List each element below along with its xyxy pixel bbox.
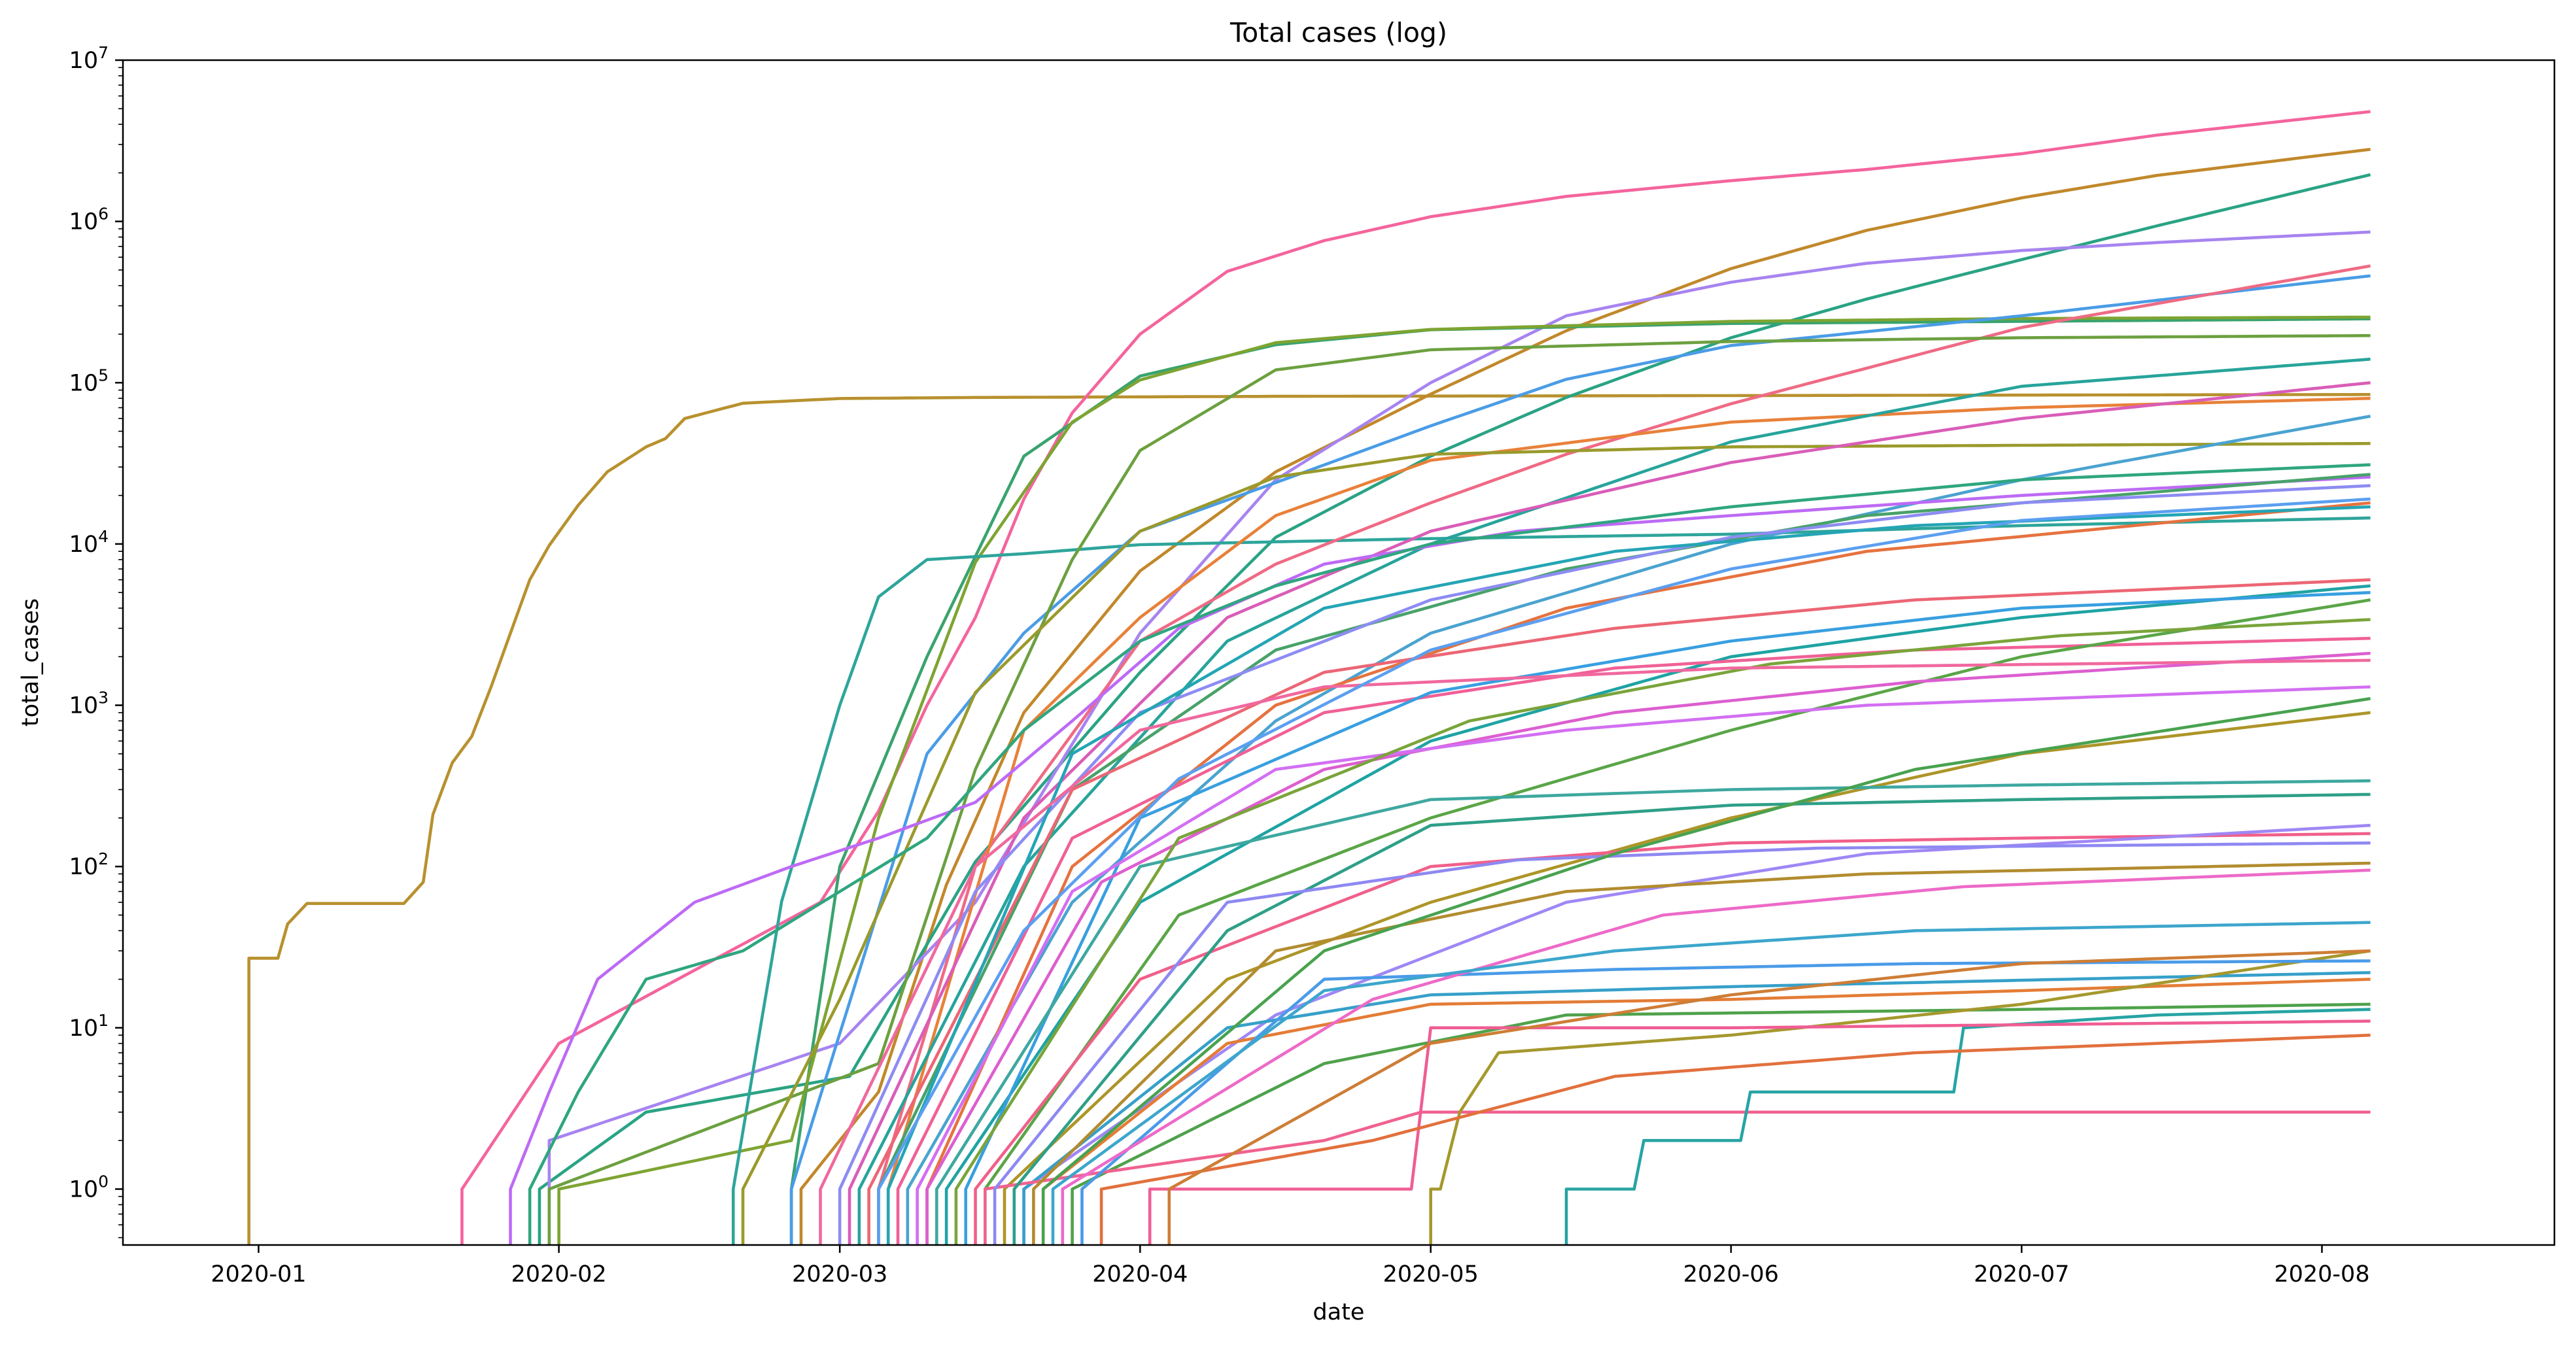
- series-line-43: [867, 578, 2371, 1245]
- y-tick-label-2: 102: [69, 849, 109, 880]
- plot-area-frame: [122, 59, 2556, 1246]
- series-line-22: [944, 584, 2371, 1245]
- series-line-50: [1051, 921, 2371, 1245]
- series-line-26: [925, 651, 2371, 1245]
- series-line-28: [935, 779, 2371, 1245]
- series-line-27: [1003, 711, 2371, 1245]
- series-line-51: [1167, 949, 2371, 1245]
- x-tick-label-6: 2020-07: [1974, 1261, 2069, 1287]
- y-axis-ticks: 100 101 102 103 104 105 106 107: [69, 43, 123, 1202]
- y-tick-label-4: 104: [69, 527, 109, 558]
- x-tick-label-4: 2020-05: [1383, 1261, 1479, 1287]
- series-line-48: [1041, 697, 2371, 1245]
- series-line-16: [906, 415, 2371, 1245]
- y-tick-label-0: 100: [69, 1172, 109, 1202]
- series-line-12: [886, 396, 2371, 1245]
- series-line-5: [547, 230, 2371, 1245]
- series-line-35: [1564, 1008, 2371, 1245]
- series-line-36: [1429, 949, 2371, 1245]
- series-line-11: [547, 333, 2371, 1245]
- series-line-42: [954, 618, 2371, 1245]
- series-line-10: [877, 264, 2371, 1245]
- x-axis-ticks: 2020-01 2020-02 2020-03 2020-04 2020-05 2020-…: [211, 1245, 2370, 1287]
- x-tick-label-2: 2020-03: [792, 1261, 887, 1287]
- series-line-2: [460, 110, 2371, 1245]
- x-tick-label-7: 2020-08: [2274, 1261, 2369, 1287]
- series-line-14: [741, 441, 2371, 1245]
- series-line-25: [984, 598, 2371, 1245]
- series-line-49: [1061, 868, 2371, 1245]
- series-line-13: [857, 357, 2371, 1245]
- series-line-8: [731, 516, 2371, 1245]
- x-tick-label-3: 2020-04: [1092, 1261, 1188, 1287]
- series-line-29: [974, 832, 2371, 1245]
- y-tick-label-1: 101: [69, 1011, 109, 1042]
- series-line-40: [1012, 793, 2371, 1245]
- y-tick-label-3: 103: [69, 689, 109, 719]
- y-axis-label: total_cases: [18, 598, 44, 726]
- series-line-44: [886, 505, 2371, 1245]
- x-axis-label: date: [1313, 1299, 1365, 1325]
- series-line-17: [509, 475, 2371, 1245]
- y-tick-label-7: 107: [69, 43, 109, 74]
- series-line-15: [848, 381, 2371, 1245]
- series-line-38: [1099, 1033, 2371, 1245]
- x-tick-label-1: 2020-02: [511, 1261, 606, 1287]
- series-line-21: [838, 484, 2371, 1245]
- series-line-34: [984, 1110, 2371, 1245]
- plot-series: [247, 110, 2371, 1245]
- series-line-1: [247, 393, 2371, 1245]
- chart-title: Total cases (log): [1229, 17, 1447, 48]
- x-tick-label-5: 2020-06: [1683, 1261, 1779, 1287]
- series-line-47: [993, 841, 2371, 1245]
- y-tick-label-6: 106: [69, 205, 109, 235]
- y-tick-label-5: 105: [69, 366, 109, 396]
- series-line-39: [1080, 959, 2371, 1245]
- series-line-52: [877, 497, 2371, 1245]
- series-line-41: [916, 685, 2371, 1245]
- series-line-18: [528, 463, 2371, 1245]
- series-line-33: [1071, 1002, 2371, 1245]
- x-tick-label-0: 2020-01: [211, 1261, 306, 1287]
- series-line-24: [964, 590, 2371, 1245]
- series-line-32: [1022, 971, 2371, 1245]
- series-line-23: [896, 636, 2371, 1245]
- series-line-37: [1148, 1019, 2371, 1245]
- series-line-46: [1032, 861, 2371, 1245]
- series-line-45: [819, 658, 2371, 1245]
